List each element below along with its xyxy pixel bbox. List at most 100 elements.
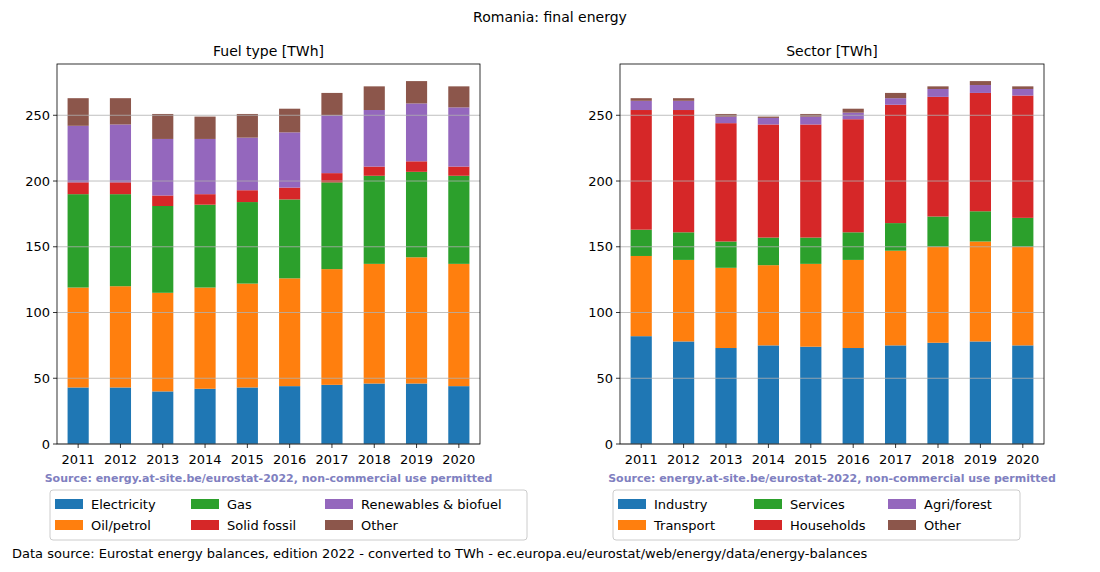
bar: [364, 167, 385, 176]
bar: [321, 182, 342, 269]
bar: [68, 126, 89, 183]
bar: [800, 117, 821, 125]
grid-line: [620, 312, 1044, 313]
bar: [448, 107, 469, 166]
bar: [194, 117, 215, 139]
bar: [673, 101, 694, 110]
bar: [1012, 247, 1033, 346]
grid-line: [57, 246, 480, 247]
bar: [321, 385, 342, 444]
y-tick: [616, 378, 620, 379]
x-tick: [247, 444, 248, 448]
bar: [110, 286, 131, 387]
bar: [800, 264, 821, 347]
legend-swatch: [888, 520, 916, 530]
bar: [448, 86, 469, 107]
y-tick-label: 0: [42, 437, 50, 452]
x-tick-label: 2019: [964, 452, 997, 467]
legend-label: Renewables & biofuel: [361, 497, 502, 512]
footer: Data source: Eurostat energy balances, e…: [12, 546, 868, 561]
bar: [194, 139, 215, 194]
bar: [843, 119, 864, 232]
y-tick-label: 200: [588, 174, 613, 189]
bar: [68, 194, 89, 287]
bar: [970, 93, 991, 211]
bar: [715, 117, 736, 124]
bar: [631, 230, 652, 256]
bar: [68, 182, 89, 194]
bar: [970, 341, 991, 444]
bar: [970, 81, 991, 85]
bar: [194, 389, 215, 444]
legend-swatch: [754, 499, 782, 509]
bar: [237, 284, 258, 388]
bar: [110, 194, 131, 286]
x-tick: [810, 444, 811, 448]
bar: [631, 110, 652, 230]
x-tick-label: 2016: [273, 452, 306, 467]
bar: [970, 85, 991, 93]
bar: [843, 113, 864, 120]
frame: [620, 64, 1044, 444]
x-tick-label: 2015: [231, 452, 264, 467]
x-tick: [938, 444, 939, 448]
bar: [152, 195, 173, 206]
x-tick: [1022, 444, 1023, 448]
bar: [448, 167, 469, 176]
y-tick: [616, 246, 620, 247]
chart-title: Fuel type [TWh]: [213, 43, 324, 59]
y-tick: [53, 246, 57, 247]
x-tick: [768, 444, 769, 448]
chart: 0501001502002502011201220132014201520162…: [588, 43, 1056, 540]
bar: [673, 110, 694, 232]
legend-swatch: [618, 520, 646, 530]
x-tick: [205, 444, 206, 448]
legend-label: Oil/petrol: [91, 518, 151, 533]
bar: [237, 114, 258, 138]
bar: [631, 101, 652, 110]
x-tick: [683, 444, 684, 448]
y-tick-label: 0: [605, 437, 613, 452]
bars: [68, 81, 470, 444]
x-tick: [726, 444, 727, 448]
legend-label: Services: [790, 497, 845, 512]
bar: [448, 264, 469, 386]
y-tick: [53, 115, 57, 116]
y-tick: [53, 378, 57, 379]
legend-swatch: [325, 499, 353, 509]
bar: [110, 98, 131, 124]
legend-swatch: [754, 520, 782, 530]
bar: [279, 109, 300, 133]
y-tick-label: 150: [588, 239, 613, 254]
grid-line: [57, 378, 480, 379]
legend-label: Solid fossil: [227, 518, 296, 533]
bar: [279, 278, 300, 386]
legend-label: Agri/forest: [924, 497, 992, 512]
bar: [110, 124, 131, 182]
y-tick: [53, 181, 57, 182]
y-tick: [53, 312, 57, 313]
x-tick-label: 2016: [837, 452, 870, 467]
bars: [631, 81, 1034, 444]
x-tick-label: 2017: [879, 452, 912, 467]
bar: [970, 211, 991, 241]
bar: [885, 345, 906, 444]
x-tick: [895, 444, 896, 448]
x-tick-label: 2012: [667, 452, 700, 467]
bar: [237, 387, 258, 444]
bar: [279, 188, 300, 200]
x-tick-label: 2014: [189, 452, 222, 467]
legend-swatch: [191, 520, 219, 530]
bar: [68, 98, 89, 126]
bar: [194, 194, 215, 205]
figure: Romania: final energyData source: Eurost…: [0, 0, 1100, 572]
bar: [673, 341, 694, 444]
x-tick-label: 2019: [400, 452, 433, 467]
x-tick-label: 2020: [442, 452, 475, 467]
y-tick-label: 50: [596, 371, 613, 386]
y-tick-label: 50: [33, 371, 50, 386]
grid-line: [57, 312, 480, 313]
bar: [448, 386, 469, 444]
bar: [970, 242, 991, 342]
legend-swatch: [191, 499, 219, 509]
